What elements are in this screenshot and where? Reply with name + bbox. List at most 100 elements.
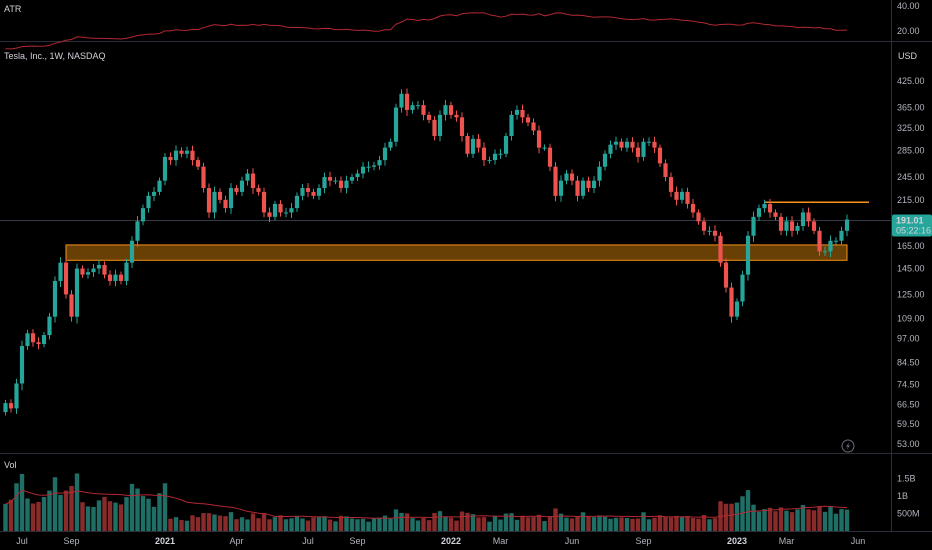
candle — [3, 400, 8, 416]
volume-axis: 1.5B 1B 500M — [897, 474, 920, 519]
candle — [679, 188, 685, 204]
candle — [107, 270, 113, 286]
volume-bar — [536, 514, 542, 531]
candle — [393, 103, 399, 147]
volume-bar — [228, 512, 234, 531]
price-tick-label: 245.00 — [897, 172, 925, 182]
candle-body — [151, 191, 157, 196]
candle-body — [135, 221, 140, 241]
candle — [360, 162, 366, 179]
candle — [118, 271, 124, 285]
candle-body — [443, 105, 448, 115]
price-tick-label: 74.50 — [897, 380, 920, 390]
volume-bar — [646, 519, 652, 531]
volume-bar — [487, 521, 492, 531]
volume-bar — [239, 517, 245, 531]
candle — [657, 144, 663, 167]
support-zone[interactable] — [65, 244, 848, 261]
volume-bar — [437, 511, 443, 531]
volume-bar — [531, 517, 536, 531]
time-tick-label: Jul — [16, 536, 28, 546]
candle — [382, 142, 388, 166]
volume-tick-label: 500M — [897, 509, 920, 519]
atr-tick-label: 20.00 — [897, 26, 920, 36]
candle-body — [8, 403, 14, 409]
candle-body — [322, 177, 327, 189]
candle-body — [476, 138, 481, 148]
volume-bar — [333, 521, 338, 531]
candle-body — [619, 141, 624, 148]
candle — [833, 237, 839, 245]
lightning-icon[interactable] — [841, 439, 855, 453]
candle-body — [437, 114, 443, 137]
candle-body — [69, 294, 74, 317]
volume-bar — [432, 512, 437, 531]
candle — [96, 259, 102, 275]
volume-bar — [443, 516, 448, 531]
volume-bar — [47, 490, 52, 531]
volume-bar — [118, 504, 124, 531]
candle-body — [536, 130, 542, 148]
candle — [63, 259, 69, 299]
volume-bar — [657, 515, 663, 531]
candle-body — [767, 203, 773, 213]
candle-body — [228, 188, 234, 209]
volume-bar — [327, 519, 333, 531]
candle — [250, 168, 256, 195]
volume-bar — [476, 517, 481, 531]
candle-body — [800, 212, 806, 227]
candle — [690, 198, 696, 218]
candle-body — [734, 301, 740, 317]
candle — [514, 105, 520, 120]
candle — [718, 232, 723, 267]
candle-body — [553, 166, 558, 196]
candle — [503, 132, 509, 158]
candle-body — [217, 191, 223, 200]
volume-bar — [261, 513, 267, 531]
candle — [399, 89, 404, 113]
candle — [410, 101, 415, 114]
currency-label[interactable]: USD — [898, 51, 918, 61]
volume-bar — [690, 517, 696, 531]
volume-bar — [96, 500, 102, 531]
volume-bar — [360, 518, 366, 531]
volume-bar — [151, 506, 157, 531]
candle — [674, 186, 679, 206]
price-tick-label: 109.00 — [897, 313, 925, 323]
candle-body — [784, 221, 789, 231]
candle — [47, 312, 52, 340]
volume-bar — [520, 515, 525, 531]
volume-bar — [201, 513, 206, 531]
time-axis[interactable]: Jul Sep 2021 Apr Jul Sep 2022 Mar Jun Sep 2023 Mar J… — [16, 536, 865, 546]
volume-bar — [19, 473, 25, 531]
candle — [322, 172, 327, 194]
volume-label[interactable]: Vol — [4, 460, 17, 470]
price-tick-label: 145.00 — [897, 264, 925, 274]
symbol-label[interactable]: Tesla, Inc., 1W, NASDAQ — [4, 51, 106, 61]
volume-bar — [547, 516, 553, 531]
candle-body — [294, 195, 300, 209]
volume-bar — [124, 497, 129, 531]
candle-body — [712, 230, 718, 236]
candle-body — [349, 177, 355, 181]
candle-body — [272, 203, 278, 217]
candle — [564, 170, 569, 185]
candle — [333, 177, 338, 185]
candle — [327, 171, 333, 187]
candle-body — [355, 173, 360, 178]
price-tick-label: 285.00 — [897, 146, 925, 156]
candle-body — [707, 230, 712, 232]
volume-bar — [371, 518, 377, 531]
volume-bar — [492, 516, 498, 531]
candle — [487, 156, 492, 164]
candle — [668, 172, 674, 198]
price-axis[interactable]: 425.00 365.00 325.00 285.00 245.00 215.00 165.… — [897, 76, 925, 449]
candle — [624, 137, 630, 152]
volume-bar — [635, 518, 641, 531]
time-tick-label: Sep — [63, 536, 79, 546]
atr-label[interactable]: ATR — [4, 4, 22, 14]
candle-body — [371, 165, 377, 167]
volume-tick-label: 1.5B — [897, 474, 916, 484]
candle — [525, 113, 531, 127]
